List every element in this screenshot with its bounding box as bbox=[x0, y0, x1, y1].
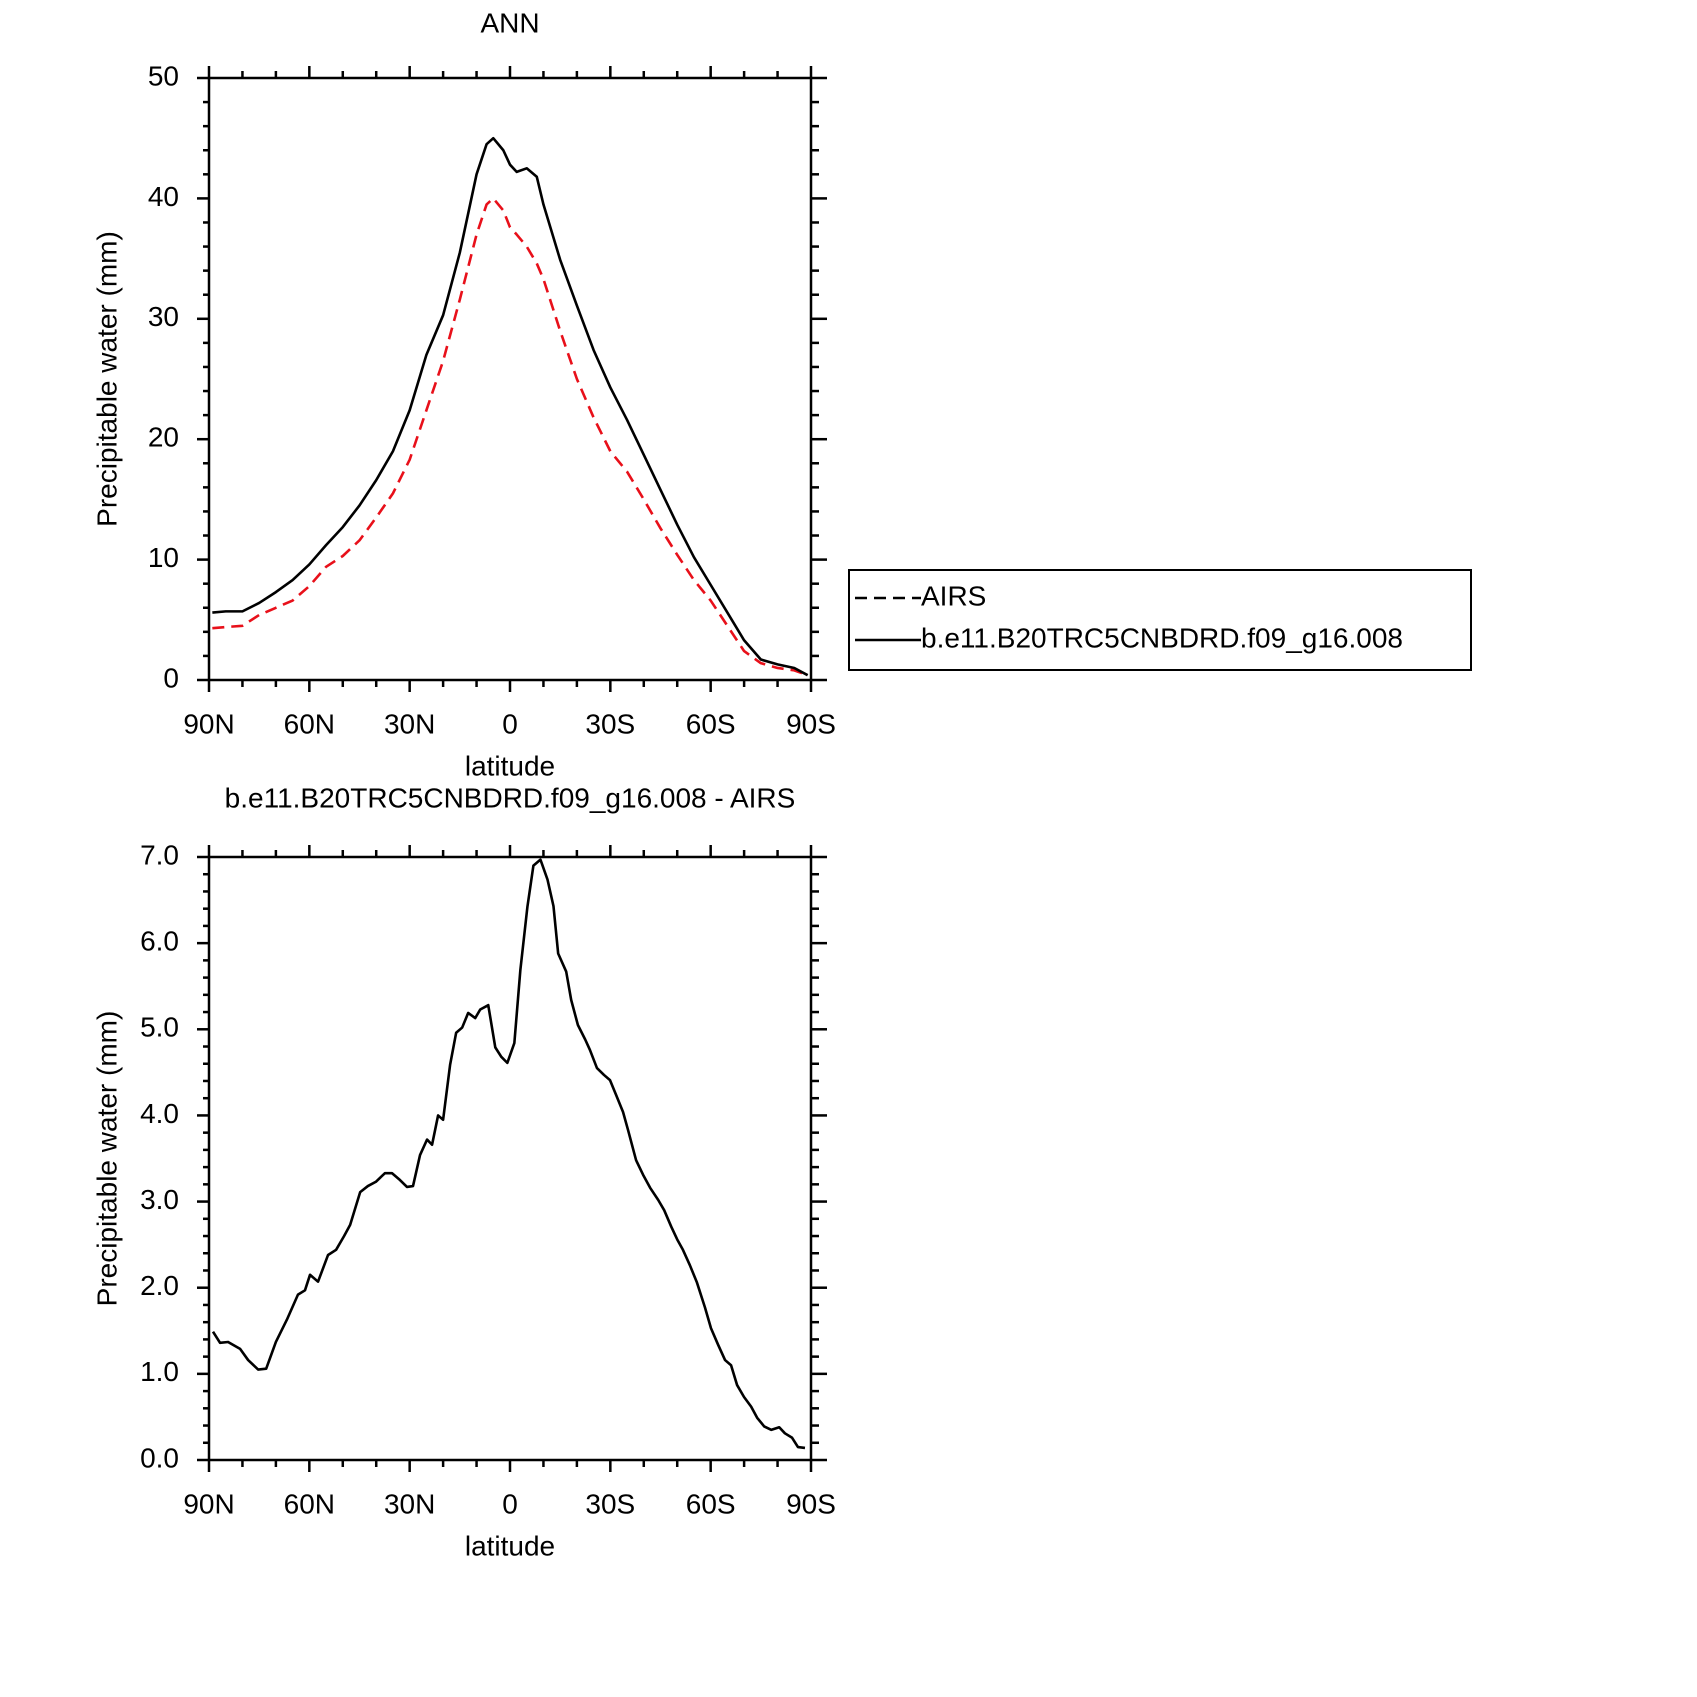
y-tick-label: 0 bbox=[163, 662, 179, 693]
y-tick-label: 30 bbox=[148, 301, 179, 332]
x-tick-label: 90N bbox=[183, 1488, 234, 1519]
legend-label: AIRS bbox=[921, 580, 986, 611]
panel-title: b.e11.B20TRC5CNBDRD.f09_g16.008 - AIRS bbox=[225, 782, 796, 813]
x-tick-label: 90S bbox=[786, 708, 836, 739]
plot-frame bbox=[207, 76, 813, 682]
x-tick-label: 60S bbox=[686, 1488, 736, 1519]
y-tick-label: 7.0 bbox=[140, 839, 179, 870]
legend-label: b.e11.B20TRC5CNBDRD.f09_g16.008 bbox=[921, 622, 1403, 653]
x-tick-label: 30S bbox=[585, 1488, 635, 1519]
y-tick-label: 0.0 bbox=[140, 1442, 179, 1473]
y-tick-label: 50 bbox=[148, 60, 179, 91]
x-axis-label: latitude bbox=[465, 1530, 555, 1561]
data-line bbox=[212, 197, 809, 677]
y-tick-label: 1.0 bbox=[140, 1356, 179, 1387]
y-axis-label: Precipitable water (mm) bbox=[91, 231, 122, 527]
x-axis-label: latitude bbox=[465, 750, 555, 781]
y-tick-label: 2.0 bbox=[140, 1270, 179, 1301]
legend-box bbox=[848, 569, 1472, 671]
x-tick-label: 60N bbox=[284, 1488, 335, 1519]
x-tick-label: 60N bbox=[284, 708, 335, 739]
panel-title: ANN bbox=[480, 7, 539, 38]
y-tick-label: 40 bbox=[148, 181, 179, 212]
data-line bbox=[212, 136, 809, 677]
y-tick-label: 5.0 bbox=[140, 1012, 179, 1043]
y-tick-label: 3.0 bbox=[140, 1184, 179, 1215]
plot-frame bbox=[207, 855, 813, 1462]
y-axis-label: Precipitable water (mm) bbox=[91, 1011, 122, 1307]
x-tick-label: 90N bbox=[183, 708, 234, 739]
y-tick-label: 10 bbox=[148, 542, 179, 573]
x-tick-label: 0 bbox=[502, 1488, 518, 1519]
y-tick-label: 6.0 bbox=[140, 926, 179, 957]
x-tick-label: 60S bbox=[686, 708, 736, 739]
y-tick-label: 4.0 bbox=[140, 1098, 179, 1129]
x-tick-label: 30N bbox=[384, 1488, 435, 1519]
data-line bbox=[211, 858, 806, 1450]
x-tick-label: 30S bbox=[585, 708, 635, 739]
y-tick-label: 20 bbox=[148, 422, 179, 453]
x-tick-label: 30N bbox=[384, 708, 435, 739]
x-tick-label: 0 bbox=[502, 708, 518, 739]
x-tick-label: 90S bbox=[786, 1488, 836, 1519]
